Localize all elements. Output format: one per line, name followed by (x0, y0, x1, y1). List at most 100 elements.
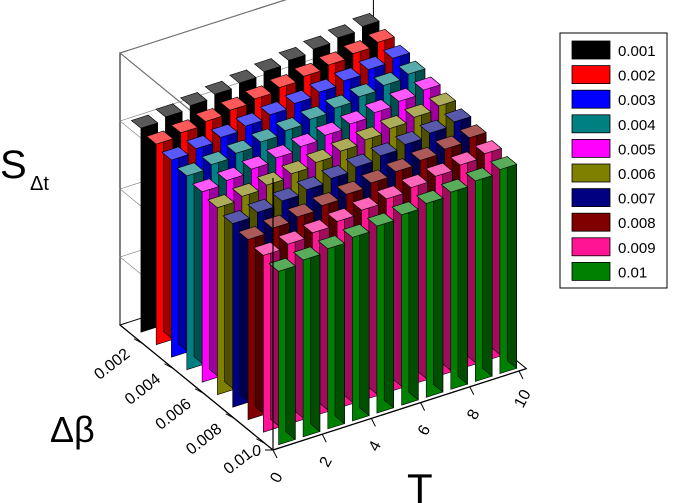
bars-group (130, 12, 518, 446)
x-tick-mark (370, 418, 376, 427)
bar-top-face (275, 117, 303, 132)
legend-entry-label: 0.002 (618, 68, 656, 85)
bar-top-face (400, 174, 429, 188)
bar-top-face (391, 201, 419, 216)
x-axis-title: T (407, 465, 433, 503)
bar-top-face (342, 40, 371, 55)
bar-top-face (382, 44, 411, 59)
bar-top-face (281, 160, 309, 175)
bar-top-face (342, 223, 370, 238)
legend-entry-label: 0.001 (618, 43, 656, 60)
bar-top-face (293, 62, 322, 77)
bar-top-face (201, 151, 229, 165)
x-tick-label: 2 (317, 454, 336, 470)
bar-top-face (299, 105, 328, 120)
bar-side-face (383, 212, 395, 409)
z-axis-title: S (0, 143, 27, 187)
bar-top-face (219, 96, 248, 111)
y-axis-title: Δβ (50, 409, 95, 450)
bar-top-face (465, 167, 493, 182)
legend-swatch (571, 138, 611, 158)
bar-top-face (191, 178, 220, 193)
bar (391, 201, 419, 406)
y-tick-label: 0.008 (183, 420, 225, 458)
y-tick-label: 0.002 (91, 345, 133, 383)
legend-swatch (571, 188, 611, 208)
bar-top-face (269, 74, 297, 88)
bar-top-face (204, 80, 233, 95)
bar-top-face (394, 131, 423, 145)
bar-top-face (410, 146, 438, 161)
bar-top-face (317, 235, 346, 250)
bar-top-face (290, 133, 318, 147)
bar-top-face (302, 35, 331, 50)
bar-top-face (308, 78, 337, 93)
bar-top-face (287, 203, 315, 218)
legend-swatch (571, 65, 611, 84)
y-tick-mark (194, 388, 205, 395)
bar (293, 246, 321, 438)
bar-top-face (268, 257, 296, 272)
x-axis-line (272, 368, 527, 451)
bar-top-face (419, 119, 447, 134)
y-tick-mark (256, 438, 266, 445)
z-tick-label: 0 (252, 443, 261, 460)
legend: 0.001 0.002 0.003 0.004 0.005 0.006 0.007 0.008… (559, 32, 668, 289)
bar-side-face (457, 178, 468, 385)
x-tick-mark (272, 449, 278, 459)
bar-top-face (244, 85, 272, 100)
bar-top-face (416, 190, 444, 204)
bar-side-face (285, 257, 296, 441)
bar-top-face (425, 162, 453, 177)
bar-top-face (225, 139, 254, 154)
bar-top-face (440, 178, 469, 193)
bar (207, 193, 235, 396)
legend-swatch (571, 163, 611, 183)
legend-swatch (571, 212, 611, 232)
bar-top-face (278, 46, 306, 61)
legend-entry-label: 0.009 (618, 240, 656, 257)
bar-top-face (327, 24, 356, 39)
bar-top-face (373, 72, 401, 86)
bar (440, 178, 469, 390)
bar-top-face (229, 69, 257, 84)
bar-top-face (130, 114, 159, 129)
bar-top-face (265, 144, 294, 159)
bar-top-face (352, 13, 380, 27)
bar (130, 114, 159, 333)
bar-side-face (506, 155, 518, 369)
bar-top-face (241, 155, 269, 170)
legend-swatch (571, 261, 611, 281)
bar-top-face (207, 194, 235, 209)
x-tick-mark (420, 402, 426, 411)
legend-swatch (571, 40, 611, 60)
bar (268, 257, 296, 446)
bar-top-face (360, 169, 389, 184)
bar-top-face (330, 137, 358, 152)
bar-top-face (404, 103, 432, 118)
bar-top-face (195, 108, 223, 122)
bar-top-face (385, 158, 413, 173)
bar-side-face (433, 189, 444, 393)
bar-top-face (489, 156, 518, 170)
bar-top-face (271, 187, 300, 202)
bar (146, 130, 174, 346)
legend-entry-label: 0.007 (618, 191, 656, 208)
bar-top-face (155, 103, 183, 118)
bar-top-face (318, 51, 346, 66)
legend-entry-label: 0.004 (618, 117, 656, 134)
bar (176, 162, 205, 371)
y-axis-line (119, 324, 274, 451)
legend-swatch (571, 237, 611, 257)
bar-side-face (482, 167, 493, 377)
bar-top-face (222, 210, 251, 224)
legend-swatch (571, 114, 611, 134)
bar-side-face (334, 234, 345, 425)
bar-top-face (364, 99, 392, 114)
bar-top-face (345, 153, 374, 168)
bar-top-face (358, 56, 386, 70)
bar-top-face (237, 226, 266, 240)
legend-swatch (571, 89, 611, 109)
bar-top-face (253, 58, 282, 73)
bar-top-face (388, 87, 417, 102)
